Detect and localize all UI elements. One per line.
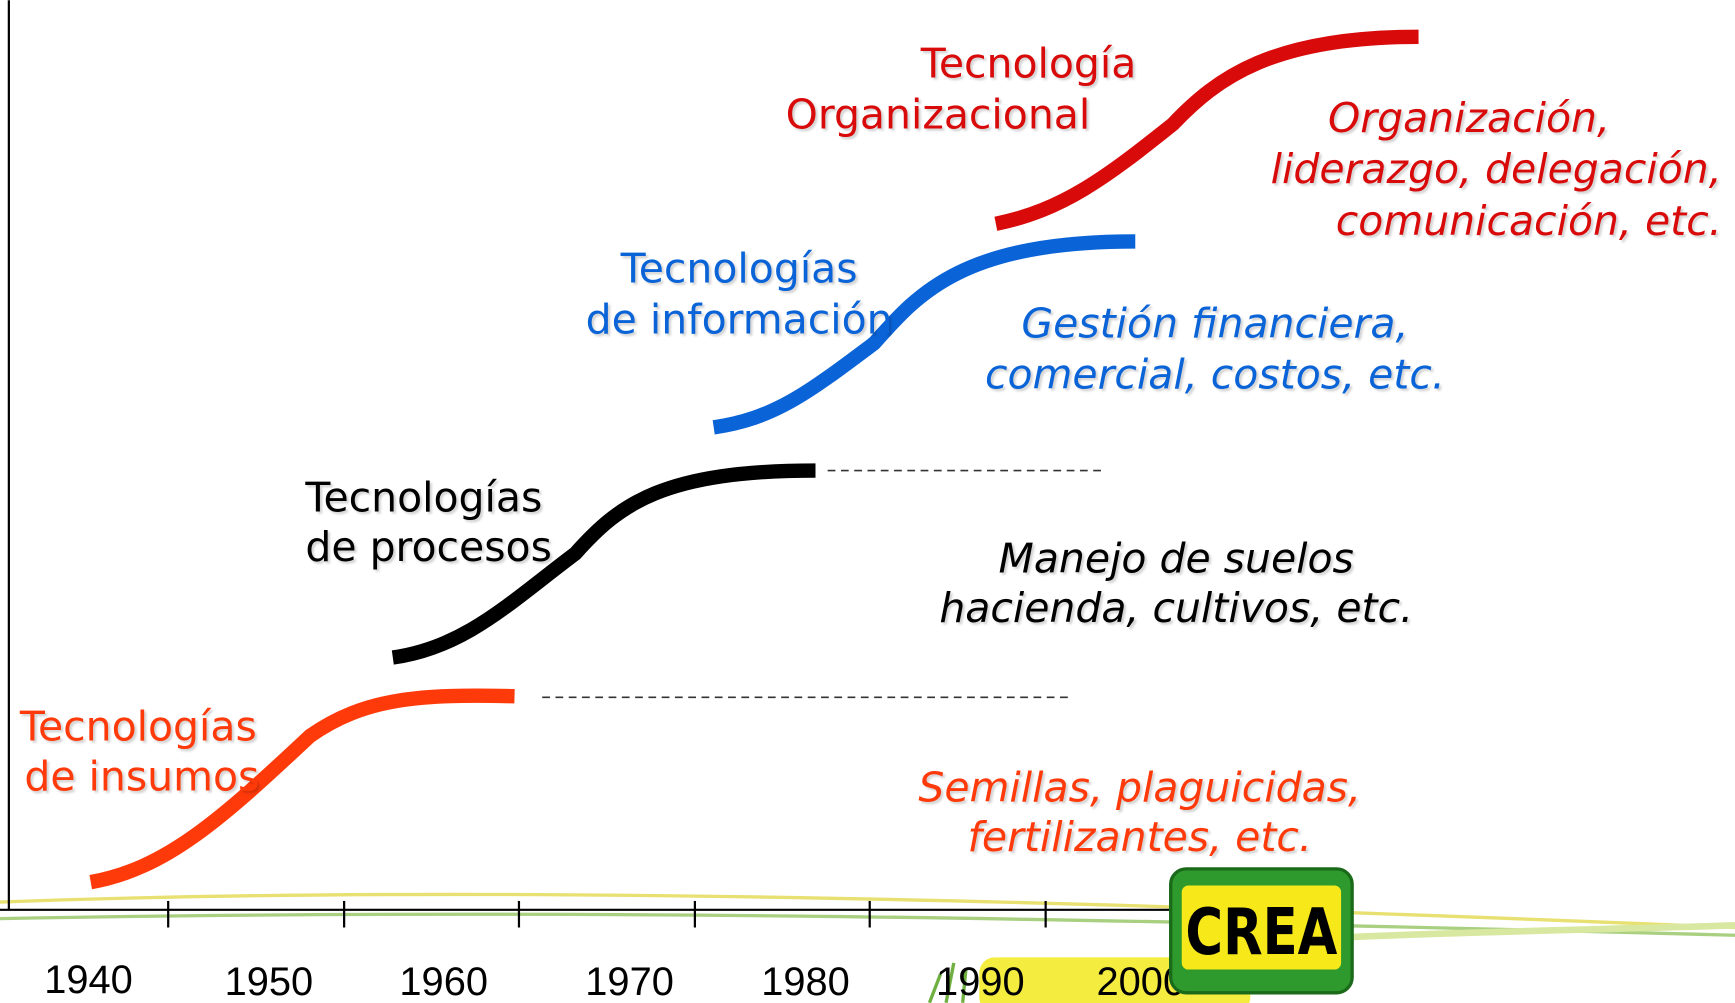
slide: 1940 1950 1960 1970 1980 1990 2000 Tecno…: [0, 0, 1735, 1003]
stage-label: Tecnologías: [620, 244, 858, 292]
stage-examples: Manejo de suelos: [999, 534, 1354, 582]
stage-examples: Organización,: [1328, 94, 1610, 142]
decoration: [0, 894, 1735, 927]
year-label: 1990: [936, 960, 1025, 1003]
logo: CREA: [1171, 869, 1352, 993]
stage-label: de información: [586, 295, 893, 343]
stage-label: Organizacional: [786, 91, 1091, 139]
year-label: 1950: [225, 960, 314, 1003]
stage-label: de procesos: [305, 523, 552, 571]
year-label: 1960: [399, 960, 488, 1003]
stage-label: Tecnologías: [304, 473, 542, 521]
stage-examples: fertilizantes, etc.: [967, 813, 1311, 861]
stage-examples: comunicación, etc.: [1336, 197, 1722, 245]
stage-label: Tecnologías: [19, 703, 257, 751]
stage-label: Tecnología: [920, 40, 1137, 88]
stage-examples: hacienda, cultivos, etc.: [939, 584, 1413, 632]
logo-text: CREA: [1185, 894, 1337, 969]
year-label: 1980: [761, 960, 850, 1003]
stage-examples: Gestión financiera,: [1021, 300, 1408, 348]
year-label: 1940: [44, 958, 133, 1002]
stage-label: de insumos: [24, 752, 259, 800]
stage-examples: comercial, costos, etc.: [985, 351, 1445, 399]
stage-examples: Semillas, plaguicidas,: [918, 763, 1361, 811]
year-label: 1970: [585, 960, 674, 1003]
stage-examples: liderazgo, delegación,: [1271, 145, 1722, 193]
